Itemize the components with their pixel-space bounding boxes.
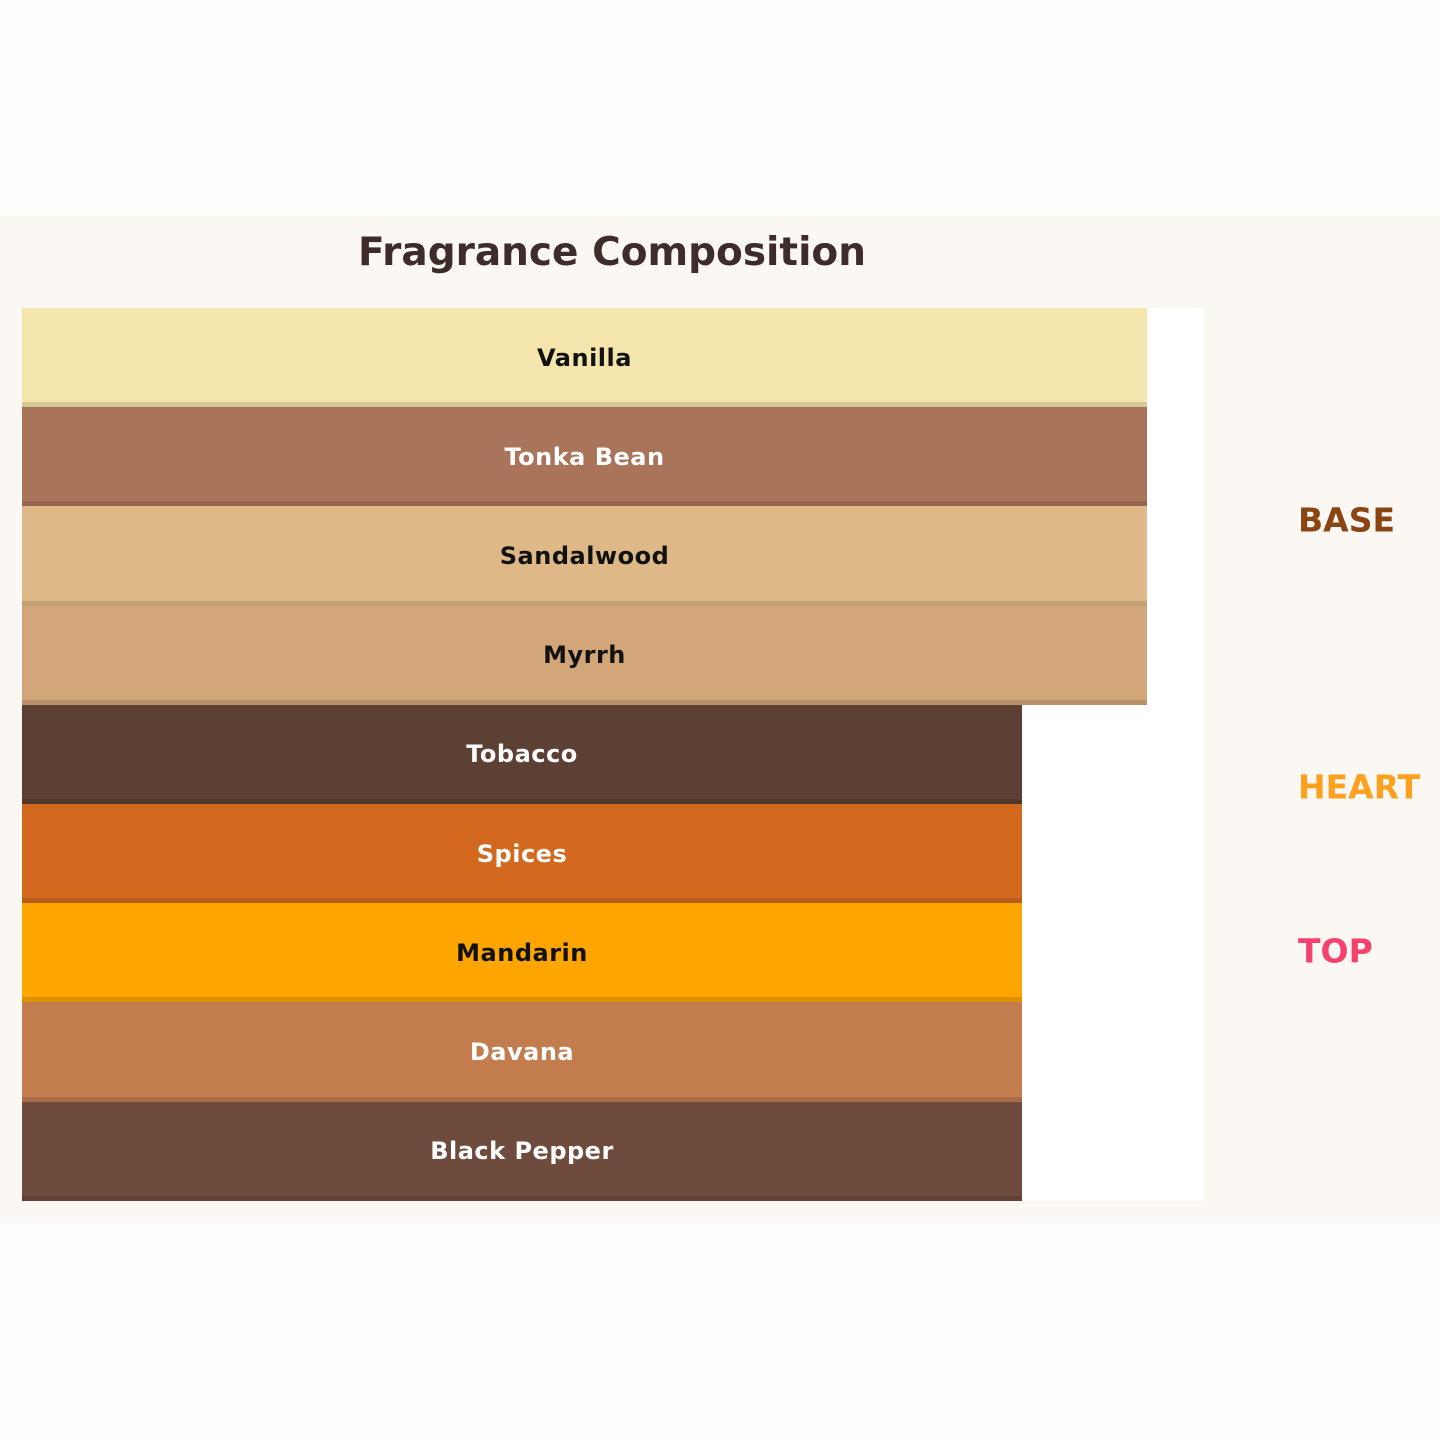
layer: Sandalwood bbox=[22, 506, 1147, 606]
layer: Myrrh bbox=[22, 605, 1147, 705]
layer: Spices bbox=[22, 804, 1022, 904]
group-label: HEART bbox=[1298, 767, 1421, 807]
chart-title: Fragrance Composition bbox=[358, 230, 866, 275]
layer: Black Pepper bbox=[22, 1101, 1022, 1201]
group-label: TOP bbox=[1298, 931, 1373, 971]
layer-stack: Vanilla Tonka Bean Sandalwood Myrrh Tobacco S… bbox=[22, 308, 1204, 1201]
chart-frame: Fragrance Composition Vanilla Tonka Bean S… bbox=[0, 216, 1440, 1223]
layer: Vanilla bbox=[22, 308, 1147, 408]
layer: Davana bbox=[22, 1002, 1022, 1102]
layer: Tobacco bbox=[22, 704, 1022, 804]
layer: Mandarin bbox=[22, 903, 1022, 1003]
layer: Tonka Bean bbox=[22, 407, 1147, 507]
group-label: BASE bbox=[1298, 500, 1396, 540]
